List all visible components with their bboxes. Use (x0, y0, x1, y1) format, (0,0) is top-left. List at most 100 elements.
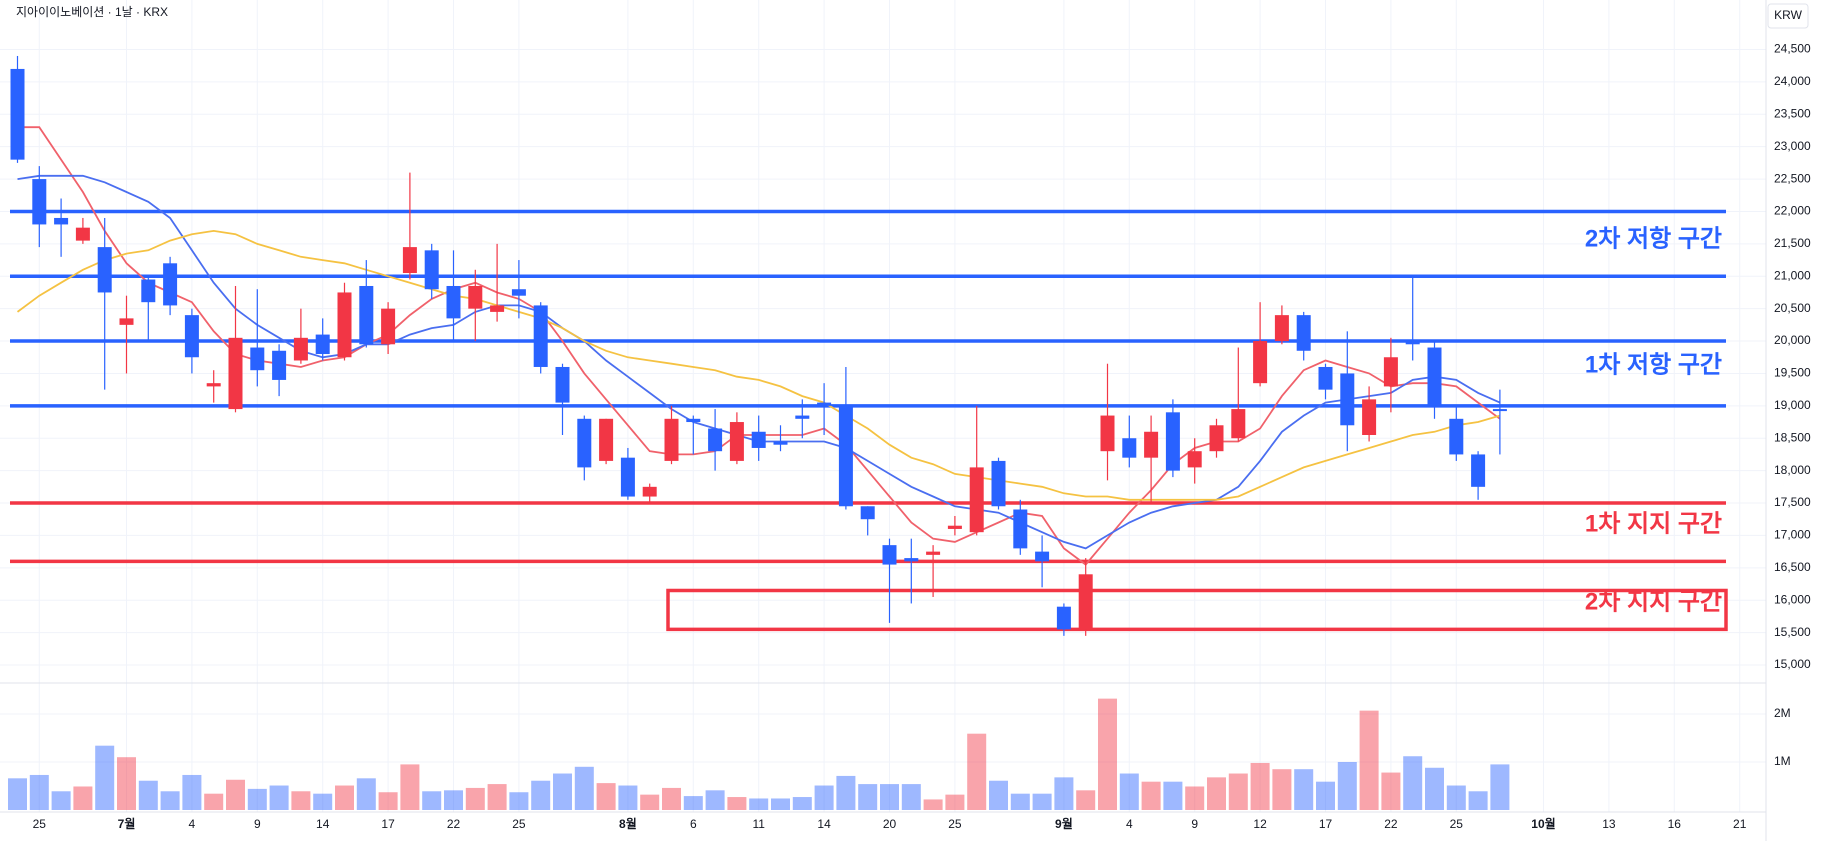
candle-body (1078, 574, 1093, 630)
candle-body (729, 422, 744, 461)
candle-body (163, 263, 178, 306)
candle-body (599, 418, 614, 461)
x-tick-label: 17 (381, 817, 395, 831)
x-tick-label: 25 (948, 817, 962, 831)
candle-body (1165, 412, 1180, 471)
candle-body (1340, 373, 1355, 426)
zone-label: 2차 지지 구간 (1585, 588, 1722, 615)
candle-body (119, 318, 134, 325)
volume-bar (51, 791, 71, 810)
candle-body (206, 383, 221, 387)
x-tick-label: 17 (1319, 817, 1333, 831)
y-tick-label: 18,500 (1774, 430, 1811, 444)
candle-body (359, 285, 374, 345)
candle-body (1405, 341, 1420, 345)
x-tick-label: 25 (512, 817, 526, 831)
candle-body (381, 308, 396, 345)
currency-box (1767, 3, 1809, 29)
volume-bar (313, 793, 333, 810)
candle-body (490, 305, 505, 312)
volume-bar (1337, 762, 1357, 810)
candle-body (1471, 454, 1486, 487)
candle-body (75, 227, 90, 241)
candle-body (1296, 315, 1311, 351)
zone-label: 2차 저항 구간 (1585, 225, 1722, 252)
volume-bar (967, 733, 987, 810)
volume-bar (1316, 781, 1335, 810)
x-tick-label: 10월 (1531, 816, 1555, 831)
candle-body (10, 68, 25, 160)
volume-bar (509, 792, 529, 810)
candle-body (926, 551, 941, 555)
volume-bar (814, 785, 834, 810)
candle-body (795, 415, 810, 419)
candle-body (904, 558, 919, 562)
candle-body (838, 405, 853, 507)
x-tick-label: 6 (690, 817, 697, 831)
volume-bar (836, 775, 856, 810)
candle-body (1362, 399, 1377, 435)
volume-bar (640, 794, 660, 810)
candle-body (337, 292, 352, 358)
candle-body (773, 441, 788, 445)
candle-body (228, 337, 243, 410)
moving-average (16, 229, 1501, 501)
candle-body (1122, 438, 1137, 458)
volume-bar (95, 745, 115, 810)
volume-bar (1490, 764, 1510, 810)
x-tick-label: 20 (883, 817, 897, 831)
x-tick-label: 4 (189, 817, 196, 831)
volume-bar (989, 780, 1008, 810)
candle-body (250, 347, 265, 371)
candle-body (817, 402, 832, 406)
y-tick-label: 21,000 (1774, 268, 1811, 282)
volume-bar (1425, 767, 1444, 810)
volume-bar (226, 779, 245, 810)
volume-bar (749, 798, 769, 810)
x-tick-label: 7월 (118, 816, 136, 831)
candle-body (947, 525, 962, 529)
candle-body (1187, 451, 1202, 468)
volume-bar (204, 793, 224, 810)
x-tick-label: 9 (1191, 817, 1198, 831)
zone-label: 1차 저항 구간 (1585, 351, 1722, 378)
volume-bar (1446, 785, 1466, 810)
candle-body (555, 366, 570, 403)
volume-bar (618, 785, 638, 810)
volume-bar (465, 787, 485, 810)
x-tick-label: 22 (1384, 817, 1398, 831)
volume-bar (531, 780, 551, 810)
candle-body (511, 289, 526, 296)
candle-body (446, 285, 461, 319)
candle-body (184, 315, 199, 358)
candle-body (32, 179, 47, 225)
y2-tick-label: 2M (1774, 706, 1791, 720)
candle-body (1035, 551, 1050, 562)
volume-bar (1141, 781, 1161, 810)
candle-body (1231, 409, 1246, 439)
volume-bar (73, 786, 93, 810)
volume-bar (901, 784, 921, 810)
volume-bar (117, 757, 136, 810)
candle-body (315, 334, 330, 355)
volume-bar (1403, 756, 1423, 810)
volume-bar (138, 780, 158, 810)
candle-body (54, 217, 69, 225)
y2-tick-label: 1M (1774, 754, 1791, 768)
candle-body (620, 457, 635, 497)
volume-bar (444, 790, 463, 810)
y-tick-label: 22,500 (1774, 171, 1811, 185)
y-tick-label: 24,000 (1774, 74, 1811, 88)
candle-body (969, 467, 984, 533)
x-tick-label: 13 (1602, 817, 1616, 831)
volume-bar (771, 798, 790, 810)
currency: KRW (1774, 8, 1802, 22)
volume-bar (269, 785, 289, 810)
volume-bar (574, 766, 594, 810)
volume-bar (1054, 777, 1074, 810)
candle-body (991, 460, 1006, 507)
y-tick-label: 15,000 (1774, 657, 1811, 671)
volume-bar (160, 791, 180, 810)
candle-body (424, 250, 439, 290)
y-tick-label: 17,000 (1774, 528, 1811, 542)
